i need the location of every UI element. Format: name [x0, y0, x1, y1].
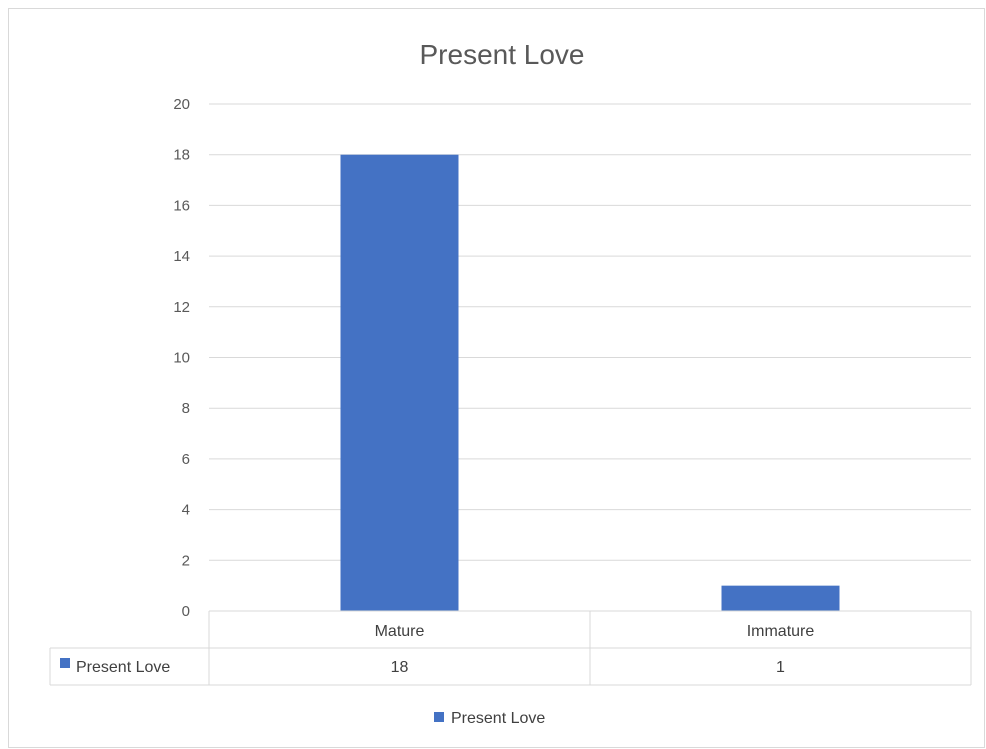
- bar: [721, 585, 840, 611]
- chart-title: Present Love: [420, 39, 585, 70]
- y-tick-label: 18: [173, 147, 190, 164]
- legend: Present Love: [434, 710, 545, 727]
- bars: [340, 154, 840, 611]
- y-tick-label: 12: [173, 299, 190, 316]
- data-label: 18: [391, 659, 409, 676]
- y-tick-label: 20: [173, 96, 190, 113]
- y-tick-label: 4: [182, 502, 190, 519]
- table-series-label: Present Love: [76, 659, 170, 676]
- y-tick-label: 2: [182, 552, 190, 569]
- y-tick-label: 8: [182, 400, 190, 417]
- y-tick-label: 0: [182, 603, 190, 620]
- legend-swatch: [434, 712, 444, 722]
- y-tick-label: 10: [173, 350, 190, 367]
- bar: [340, 154, 459, 611]
- x-tick-label: Mature: [375, 623, 425, 640]
- gridlines: [209, 103, 971, 612]
- y-tick-label: 6: [182, 451, 190, 468]
- x-tick-label: Immature: [747, 623, 815, 640]
- data-table: Mature 18 Immature 1 Present Love: [49, 610, 972, 686]
- legend-label: Present Love: [451, 710, 545, 727]
- chart-frame: [8, 8, 985, 748]
- data-label: 1: [776, 659, 785, 676]
- table-legend-key: [60, 658, 70, 668]
- y-tick-label: 14: [173, 248, 190, 265]
- y-tick-label: 16: [173, 197, 190, 214]
- y-axis-ticks: 0 2 4 6 8 10 12 14 16 18 20: [173, 96, 190, 620]
